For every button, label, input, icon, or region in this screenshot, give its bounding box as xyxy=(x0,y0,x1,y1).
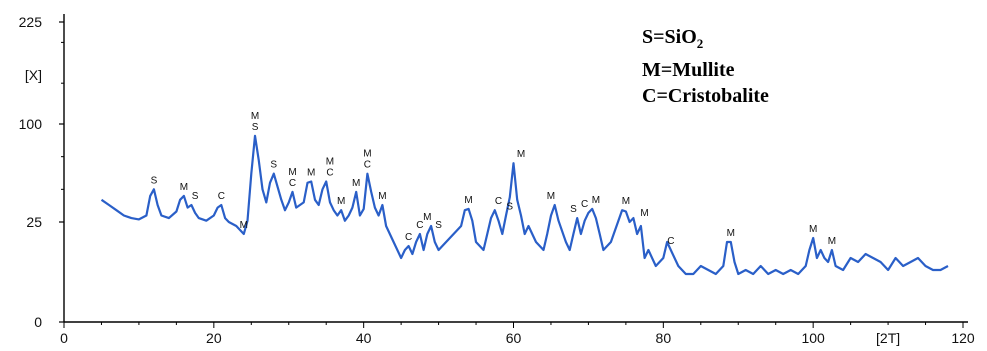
peak-label: S xyxy=(192,191,199,202)
peak-label: M xyxy=(352,178,360,189)
y-tick-label: 225 xyxy=(19,14,43,30)
x-axis-label: [2T] xyxy=(876,330,900,346)
peak-label: M xyxy=(423,212,431,223)
peak-label: M xyxy=(622,196,630,207)
peak-label: M xyxy=(337,196,345,207)
peak-label: M xyxy=(809,224,817,235)
y-tick-label: 25 xyxy=(26,214,42,230)
x-tick-label: 0 xyxy=(60,330,68,346)
peak-label: M xyxy=(547,191,555,202)
peak-label: C xyxy=(326,167,333,178)
legend-item-m: M=Mullite xyxy=(642,57,769,83)
peak-label: M xyxy=(240,220,248,231)
peak-label: M xyxy=(592,195,600,206)
peak-label: M xyxy=(464,195,472,206)
peak-label: C xyxy=(218,191,225,202)
x-tick-label: 100 xyxy=(801,330,825,346)
x-tick-label: 40 xyxy=(356,330,372,346)
legend-item-c: C=Cristobalite xyxy=(642,83,769,109)
peak-label: C xyxy=(416,220,423,231)
y-axis-label: [X] xyxy=(25,67,42,83)
x-tick-label: 20 xyxy=(206,330,222,346)
peak-label: M xyxy=(517,149,525,160)
peak-label: M xyxy=(727,228,735,239)
peak-label: M xyxy=(288,167,296,178)
peak-label: M xyxy=(378,191,386,202)
y-tick-label: 100 xyxy=(19,116,43,132)
peak-label: C xyxy=(495,196,502,207)
peak-label: S xyxy=(435,220,442,231)
legend-label-s: SiO xyxy=(664,26,697,48)
peak-label: M xyxy=(326,156,334,167)
peak-label: C xyxy=(289,178,296,189)
peak-label: S xyxy=(506,201,513,212)
x-tick-label: 120 xyxy=(951,330,975,346)
peak-label: M xyxy=(307,167,315,178)
series-line xyxy=(100,134,949,276)
peak-label: M xyxy=(828,236,836,247)
peak-label: C xyxy=(581,199,588,210)
peak-label: M xyxy=(363,149,371,160)
peak-label: M xyxy=(640,208,648,219)
legend-prefix-c: C= xyxy=(642,85,668,107)
legend-prefix-s: S= xyxy=(642,26,665,48)
peak-label: S xyxy=(151,175,158,186)
legend-label-c: Cristobalite xyxy=(667,85,769,107)
peak-label: M xyxy=(180,182,188,193)
peak-label: M xyxy=(251,111,259,122)
peak-label: C xyxy=(364,160,371,171)
legend-prefix-m: M= xyxy=(642,59,673,81)
axes xyxy=(63,14,968,323)
series-layer xyxy=(100,134,949,276)
legend-sub-s: 2 xyxy=(696,36,704,51)
ticks: 0 25 100 225 [X] 0 20 40 60 80 100 120 [2T] xyxy=(19,14,975,346)
y-tick-label: 0 xyxy=(34,314,42,330)
peak-label: S xyxy=(252,122,259,133)
peak-label: C xyxy=(667,236,674,247)
legend: S=SiO2 M=Mullite C=Cristobalite xyxy=(642,24,769,109)
x-tick-label: 60 xyxy=(506,330,522,346)
legend-label-m: Mullite xyxy=(672,59,735,81)
peak-label: S xyxy=(270,160,277,171)
legend-item-s: S=SiO2 xyxy=(642,24,769,57)
peak-label: S xyxy=(570,204,577,215)
x-tick-label: 80 xyxy=(656,330,672,346)
peak-label: C xyxy=(405,232,412,243)
